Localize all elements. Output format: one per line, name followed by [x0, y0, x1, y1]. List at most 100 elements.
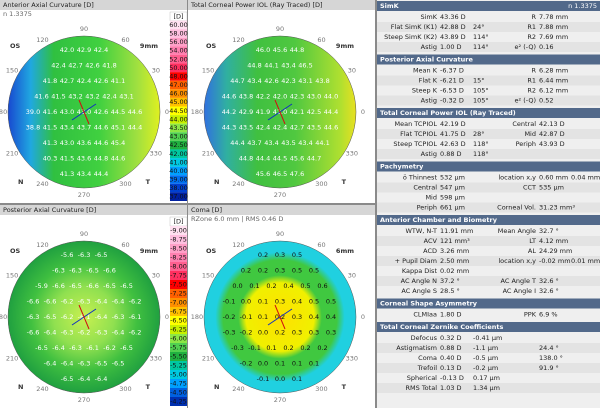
scale-swatch — [170, 334, 187, 343]
scale-label: 50.00 — [169, 64, 188, 72]
axis-marker — [274, 99, 286, 125]
field-value: 3.26 mm — [440, 247, 469, 255]
map-value: 44.2 — [222, 108, 236, 116]
scale-label: -6.50 — [170, 317, 187, 325]
map-value: 44.5 — [273, 155, 287, 163]
angle-label: 210 — [6, 355, 18, 363]
map-value: 44.6 — [94, 124, 108, 132]
scale-label: 46.00 — [169, 90, 188, 98]
map-value: -6.1 — [129, 313, 142, 321]
zone-label: 9mm — [336, 42, 354, 50]
row-stripe — [377, 182, 600, 193]
map-value: 46.5 — [298, 62, 312, 70]
scale-label: 41.00 — [169, 158, 188, 166]
field-label: CCT — [523, 184, 536, 192]
scale-label: -8.00 — [170, 263, 187, 271]
angle-label: 270 — [78, 191, 90, 199]
scale-label: -5.50 — [170, 353, 187, 361]
angle-label: 270 — [274, 191, 286, 199]
map-value: 44.8 — [94, 155, 108, 163]
map-value: 0.2 — [300, 344, 310, 352]
zone-label: 6mm — [336, 247, 354, 255]
angle-label: 120 — [232, 241, 244, 249]
angle-label: 270 — [78, 396, 90, 404]
scale-label: -6.75 — [170, 308, 187, 316]
field-value: -0.5 µm — [473, 354, 498, 362]
map-value: -0.1 — [223, 298, 236, 306]
field-value: 0.01 mm — [571, 257, 600, 265]
section-header — [377, 54, 600, 65]
angle-label: 150 — [202, 67, 214, 75]
field-value: 121 mm³ — [440, 237, 470, 245]
field-label: AC Angle I — [503, 287, 537, 295]
map-value: -6.6 — [103, 267, 116, 275]
field-value: -0.2 µm — [473, 364, 498, 372]
map-value: 42.5 — [307, 108, 321, 116]
scale-swatch — [170, 192, 187, 201]
eye-label: OS — [206, 247, 217, 255]
field-label: AC Angle S — [401, 287, 437, 295]
angle-label: 240 — [232, 385, 244, 393]
field-value: -1.1 µm — [473, 344, 498, 352]
field-value: -0.13 D — [440, 374, 464, 382]
field-label: R1 — [527, 77, 536, 85]
field-value: 43.89 D — [440, 33, 466, 41]
field-value: 7.78 mm — [539, 13, 568, 21]
map-value: 43.4 — [281, 62, 295, 70]
section-header — [377, 322, 600, 332]
scale-unit: [D] — [173, 218, 183, 226]
map-value: 43.5 — [281, 139, 295, 147]
map-title: Posterior Axial Curvature [D] — [3, 206, 96, 214]
map-value: 0.0 — [258, 329, 268, 337]
field-label: Astigmatism — [396, 344, 437, 352]
scale-swatch — [170, 280, 187, 289]
field-value: 6.12 mm — [539, 87, 568, 95]
map-value: 42.7 — [290, 124, 304, 132]
row-stripe — [377, 22, 600, 32]
field-value: 598 µm — [440, 194, 465, 202]
row-stripe — [377, 256, 600, 266]
section-title: SimK — [380, 2, 400, 10]
field-label: CLMIaa — [413, 311, 437, 319]
scale-swatch — [170, 140, 187, 150]
field-value: -0.41 µm — [473, 334, 502, 342]
scale-label: -9.00 — [170, 227, 187, 235]
section-title: Pachymetry — [380, 163, 424, 171]
map-value: 0.6 — [317, 282, 327, 290]
map-value: 43.8 — [315, 77, 329, 85]
field-value: 105° — [473, 87, 489, 95]
map-value: 43.6 — [77, 139, 91, 147]
map-value: 42.6 — [264, 77, 278, 85]
map-value: 0.5 — [292, 267, 302, 275]
map-value: 44.4 — [256, 155, 270, 163]
map-value: 41.6 — [34, 93, 48, 101]
map-value: 0.4 — [292, 298, 302, 306]
field-label: R2 — [527, 87, 536, 95]
scale-label: -6.00 — [170, 335, 187, 343]
map-value: 0.0 — [232, 282, 242, 290]
map-value: 0.2 — [258, 267, 268, 275]
map-title-bar — [188, 205, 375, 215]
map-value: 41.5 — [51, 93, 65, 101]
angle-label: 120 — [232, 36, 244, 44]
field-value: 1.34 µm — [473, 384, 500, 392]
scale-swatch — [170, 352, 187, 361]
field-value: 0.60 mm — [539, 174, 568, 182]
map-value: -6.5 — [35, 344, 48, 352]
scale-swatch — [170, 115, 187, 124]
zone-label: 9mm — [140, 42, 158, 50]
map-subtitle: RZone 6.0 mm | RMS 0.46 D — [191, 215, 283, 223]
map-value: 0.2 — [283, 344, 293, 352]
map-value: 0.1 — [309, 360, 319, 368]
field-label: R1 — [527, 23, 536, 31]
scale-label: 48.00 — [169, 72, 188, 80]
field-value: 24.29 mm — [539, 247, 572, 255]
map-value: 44.8 — [239, 155, 253, 163]
eye-label: OS — [10, 247, 21, 255]
scale-swatch — [170, 388, 187, 397]
scale-swatch — [170, 97, 187, 107]
map-value: 42.9 — [239, 108, 253, 116]
field-value: 118° — [473, 140, 489, 148]
field-value: 41.75 D — [440, 130, 466, 138]
